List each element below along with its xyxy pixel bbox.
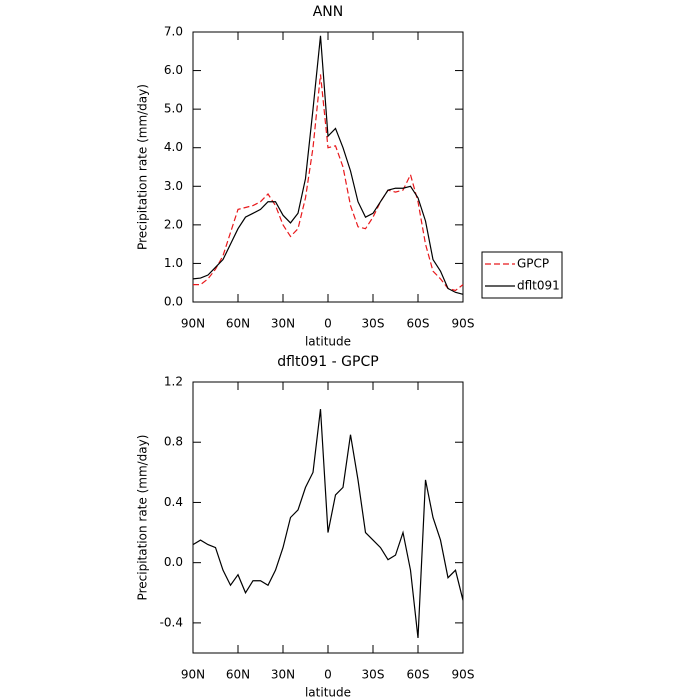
x-tick-label: 30S [362, 317, 385, 331]
y-tick-label: 1.0 [164, 256, 183, 270]
x-tick-label: 60S [407, 317, 430, 331]
y-tick-label: 0.0 [164, 555, 183, 569]
legend-label: dflt091 [517, 279, 560, 293]
data-line [193, 74, 464, 292]
y-tick-label: 7.0 [164, 25, 183, 39]
x-tick-label: 60S [407, 668, 430, 682]
y-axis-label: Precipitation rate (mm/day) [136, 435, 150, 601]
chart-title: dflt091 - GPCP [277, 354, 378, 370]
x-tick-label: 90S [452, 317, 475, 331]
x-tick-label: 30N [271, 668, 295, 682]
y-axis-label: Precipitation rate (mm/day) [136, 84, 150, 250]
x-tick-label: 30N [271, 317, 295, 331]
x-tick-label: 60N [226, 317, 250, 331]
x-tick-label: 90S [452, 668, 475, 682]
y-tick-label: 2.0 [164, 217, 183, 231]
chart-title: ANN [313, 4, 344, 20]
y-tick-label: 6.0 [164, 63, 183, 77]
legend-box [481, 251, 563, 299]
plot-frame [192, 31, 464, 303]
x-tick-label: 60N [226, 668, 250, 682]
y-tick-label: 4.0 [164, 140, 183, 154]
x-tick-label: 0 [324, 317, 332, 331]
data-line [192, 409, 464, 639]
x-axis-label: latitude [305, 686, 351, 700]
y-tick-label: -0.4 [160, 615, 183, 629]
y-tick-label: 0.0 [164, 295, 183, 309]
plot-frame [192, 381, 464, 654]
y-tick-label: 5.0 [164, 102, 183, 116]
x-tick-label: 30S [362, 668, 385, 682]
y-tick-label: 1.2 [164, 375, 183, 389]
x-axis-label: latitude [305, 335, 351, 349]
x-tick-label: 90N [181, 668, 205, 682]
x-tick-label: 0 [324, 668, 332, 682]
data-line [192, 35, 464, 295]
y-tick-label: 0.8 [164, 435, 183, 449]
y-tick-label: 0.4 [164, 495, 183, 509]
y-tick-label: 3.0 [164, 179, 183, 193]
legend-label: GPCP [517, 257, 549, 271]
x-tick-label: 90N [181, 317, 205, 331]
